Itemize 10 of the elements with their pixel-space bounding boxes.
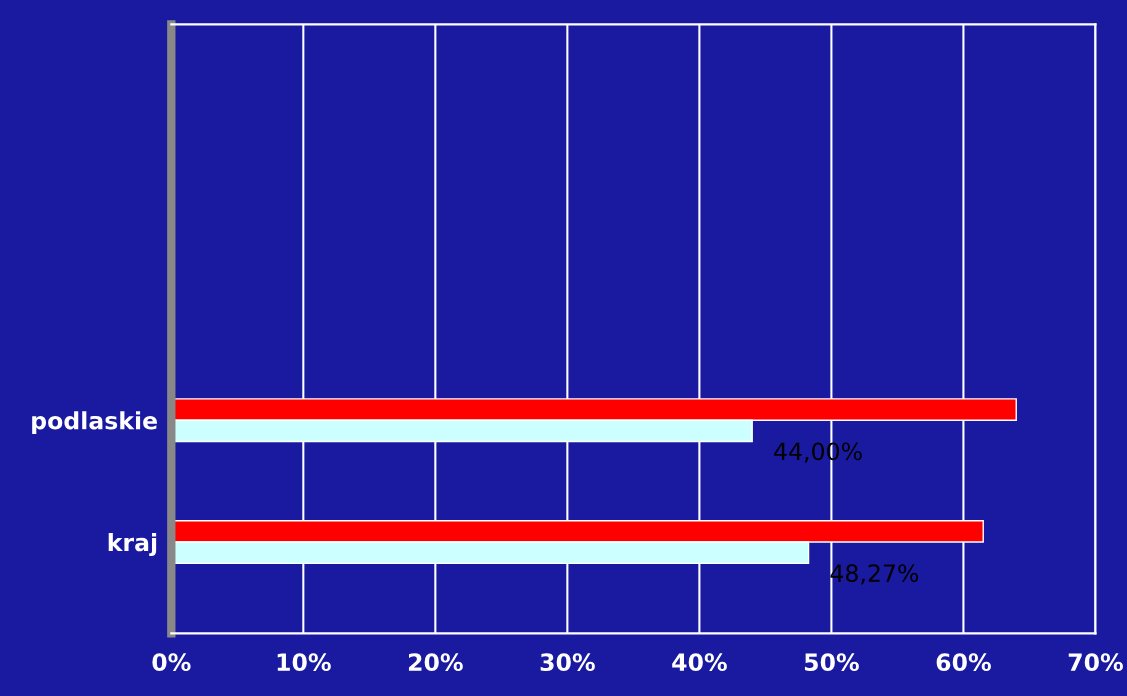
x-tick-label: 50%: [804, 653, 859, 672]
x-tick-label: 70%: [1068, 653, 1123, 672]
y-tick-label: podlaskie: [32, 411, 157, 435]
y-tick-label: kraj: [108, 533, 157, 557]
x-tick-label: 10%: [277, 653, 331, 672]
x-tick-label: 40%: [672, 653, 727, 672]
x-tick-label: 30%: [540, 653, 595, 672]
x-tick-label: 20%: [408, 653, 463, 672]
x-tick-label: 60%: [936, 653, 991, 672]
x-tick-label: 0%: [152, 653, 191, 672]
